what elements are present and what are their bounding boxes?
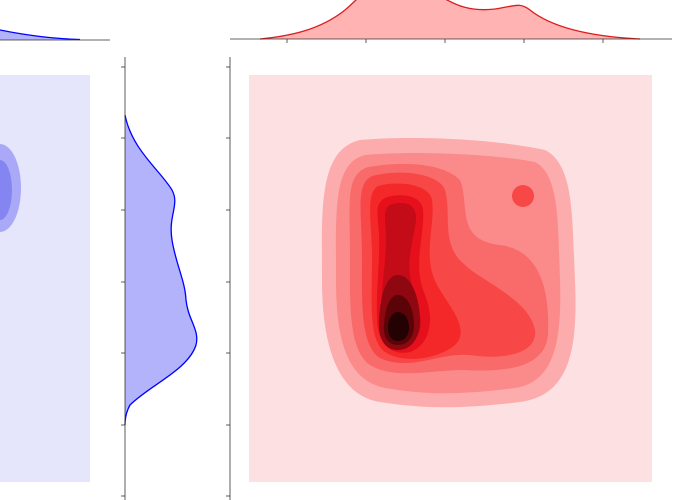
red-joint-plot [226,0,672,500]
kde-level [512,185,534,207]
marginal-x-area [0,30,80,40]
marginal-x-area [260,0,640,39]
marginal-x-curve [0,29,81,41]
marginal-y-curve [124,114,198,426]
marginal-y-area [125,115,197,425]
kde-level [0,160,12,220]
marginal-x-curve [259,0,641,40]
kde-background [0,75,90,482]
kde-level [388,312,409,341]
blue-joint-plot [0,29,198,500]
